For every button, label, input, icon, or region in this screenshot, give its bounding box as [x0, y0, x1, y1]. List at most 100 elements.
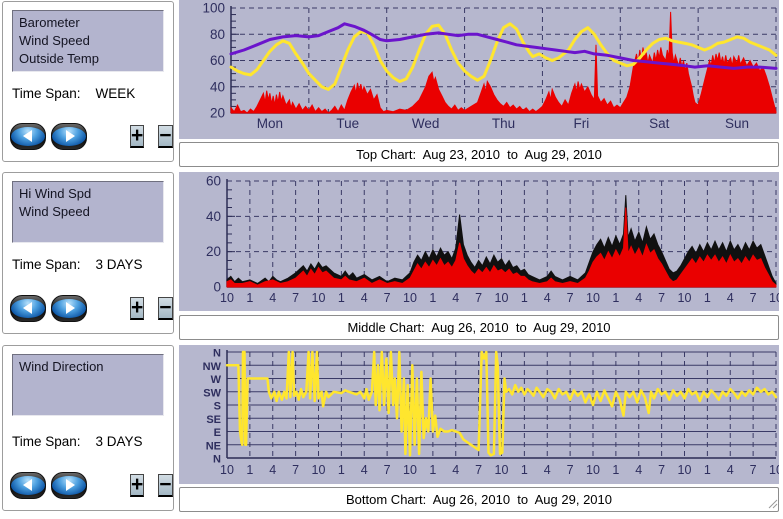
- svg-text:1: 1: [612, 463, 619, 477]
- channel-item[interactable]: Wind Direction: [19, 359, 104, 374]
- middle-chart: 604020010147101471014710147101471014710: [179, 172, 779, 311]
- time-span-value: 3 DAYS: [95, 434, 143, 449]
- prev-button[interactable]: [10, 122, 46, 150]
- svg-text:4: 4: [727, 291, 734, 305]
- svg-text:7: 7: [567, 291, 574, 305]
- svg-text:7: 7: [658, 291, 665, 305]
- svg-text:SE: SE: [206, 414, 221, 426]
- svg-text:20: 20: [210, 106, 225, 121]
- svg-text:80: 80: [210, 27, 225, 42]
- next-button[interactable]: [51, 122, 87, 150]
- prev-button[interactable]: [10, 471, 46, 499]
- svg-text:10: 10: [220, 463, 234, 477]
- time-span-label: Time Span:: [12, 257, 81, 272]
- svg-text:20: 20: [206, 244, 221, 259]
- plus-icon: +: [131, 295, 144, 319]
- arrow-right-icon: [65, 479, 75, 491]
- zoom-in-button[interactable]: +: [130, 124, 145, 148]
- svg-text:1: 1: [521, 291, 528, 305]
- time-span-label: Time Span:: [12, 86, 81, 101]
- svg-text:E: E: [214, 427, 221, 439]
- svg-text:40: 40: [210, 79, 225, 94]
- arrow-left-icon: [22, 479, 32, 491]
- svg-text:1: 1: [338, 463, 345, 477]
- svg-text:4: 4: [452, 291, 459, 305]
- svg-text:10: 10: [220, 291, 234, 305]
- svg-text:10: 10: [769, 463, 779, 477]
- middle-chart-controls: Hi Wind Spd Wind Speed Time Span: 3 DAYS …: [2, 172, 174, 334]
- svg-text:4: 4: [452, 463, 459, 477]
- svg-text:60: 60: [206, 174, 221, 189]
- channel-listbox[interactable]: Barometer Wind Speed Outside Temp: [12, 10, 164, 72]
- arrow-left-icon: [22, 302, 32, 314]
- channel-listbox[interactable]: Wind Direction: [12, 354, 164, 416]
- svg-text:10: 10: [312, 463, 326, 477]
- svg-text:S: S: [214, 401, 221, 413]
- svg-text:4: 4: [635, 291, 642, 305]
- time-span-value: 3 DAYS: [95, 257, 143, 272]
- svg-text:4: 4: [361, 463, 368, 477]
- svg-text:10: 10: [403, 291, 417, 305]
- zoom-out-button[interactable]: −: [158, 124, 173, 148]
- svg-text:4: 4: [269, 291, 276, 305]
- time-span-row: Time Span: WEEK: [12, 86, 135, 101]
- svg-text:Sat: Sat: [649, 116, 670, 131]
- svg-text:Sun: Sun: [725, 116, 749, 131]
- caption-text: Middle Chart: Aug 26, 2010 to Aug 29, 20…: [347, 320, 611, 335]
- zoom-in-button[interactable]: +: [130, 473, 145, 497]
- zoom-in-button[interactable]: +: [130, 295, 145, 320]
- arrow-left-icon: [22, 130, 32, 142]
- zoom-out-button[interactable]: −: [158, 296, 173, 320]
- svg-text:7: 7: [567, 463, 574, 477]
- channel-item[interactable]: Outside Temp: [19, 51, 99, 66]
- svg-text:1: 1: [246, 463, 253, 477]
- svg-text:4: 4: [269, 463, 276, 477]
- next-button[interactable]: [51, 471, 87, 499]
- svg-text:7: 7: [292, 463, 299, 477]
- zoom-out-button[interactable]: −: [158, 473, 173, 497]
- svg-text:10: 10: [403, 463, 417, 477]
- middle-chart-caption: Middle Chart: Aug 26, 2010 to Aug 29, 20…: [179, 315, 779, 340]
- svg-text:4: 4: [544, 291, 551, 305]
- svg-text:1: 1: [521, 463, 528, 477]
- svg-text:60: 60: [210, 53, 225, 68]
- svg-text:1: 1: [429, 463, 436, 477]
- time-span-value: WEEK: [95, 86, 136, 101]
- bottom-chart-caption: Bottom Chart: Aug 26, 2010 to Aug 29, 20…: [179, 487, 779, 512]
- prev-button[interactable]: [10, 294, 46, 322]
- next-button[interactable]: [51, 294, 87, 322]
- top-chart-caption: Top Chart: Aug 23, 2010 to Aug 29, 2010: [179, 142, 779, 167]
- svg-text:7: 7: [658, 463, 665, 477]
- svg-text:10: 10: [678, 463, 692, 477]
- svg-text:4: 4: [544, 463, 551, 477]
- bottom-chart: N NW W SW S SE E NE N 10 1 4 7 10 1 4 7 10 1 4 7 10 1 4 7 10 1 4 7 10…: [179, 345, 779, 484]
- svg-text:Mon: Mon: [257, 116, 283, 131]
- svg-text:1: 1: [246, 291, 253, 305]
- svg-text:4: 4: [727, 463, 734, 477]
- svg-text:7: 7: [750, 291, 757, 305]
- top-chart: 100 80 60 40 20 Mon Tue Wed Thu Fri Sat Sun: [179, 0, 779, 139]
- svg-text:7: 7: [475, 463, 482, 477]
- arrow-right-icon: [65, 302, 75, 314]
- svg-text:7: 7: [384, 463, 391, 477]
- svg-text:NE: NE: [206, 440, 221, 452]
- svg-text:Wed: Wed: [412, 116, 440, 131]
- svg-text:0: 0: [213, 280, 221, 295]
- svg-text:Tue: Tue: [336, 116, 359, 131]
- channel-item[interactable]: Hi Wind Spd: [19, 186, 92, 201]
- channel-item[interactable]: Wind Speed: [19, 33, 90, 48]
- svg-text:N: N: [213, 348, 221, 360]
- svg-text:10: 10: [586, 463, 600, 477]
- channel-item[interactable]: Wind Speed: [19, 204, 90, 219]
- channel-item[interactable]: Barometer: [19, 15, 80, 30]
- svg-text:1: 1: [612, 291, 619, 305]
- svg-text:7: 7: [475, 291, 482, 305]
- svg-text:4: 4: [635, 463, 642, 477]
- channel-listbox[interactable]: Hi Wind Spd Wind Speed: [12, 181, 164, 243]
- bottom-chart-controls: Wind Direction Time Span: 3 DAYS + −: [2, 345, 174, 511]
- svg-text:10: 10: [495, 463, 509, 477]
- svg-text:7: 7: [292, 291, 299, 305]
- svg-text:N: N: [213, 454, 221, 466]
- resize-grip-icon[interactable]: [766, 497, 778, 509]
- svg-text:Thu: Thu: [492, 116, 515, 131]
